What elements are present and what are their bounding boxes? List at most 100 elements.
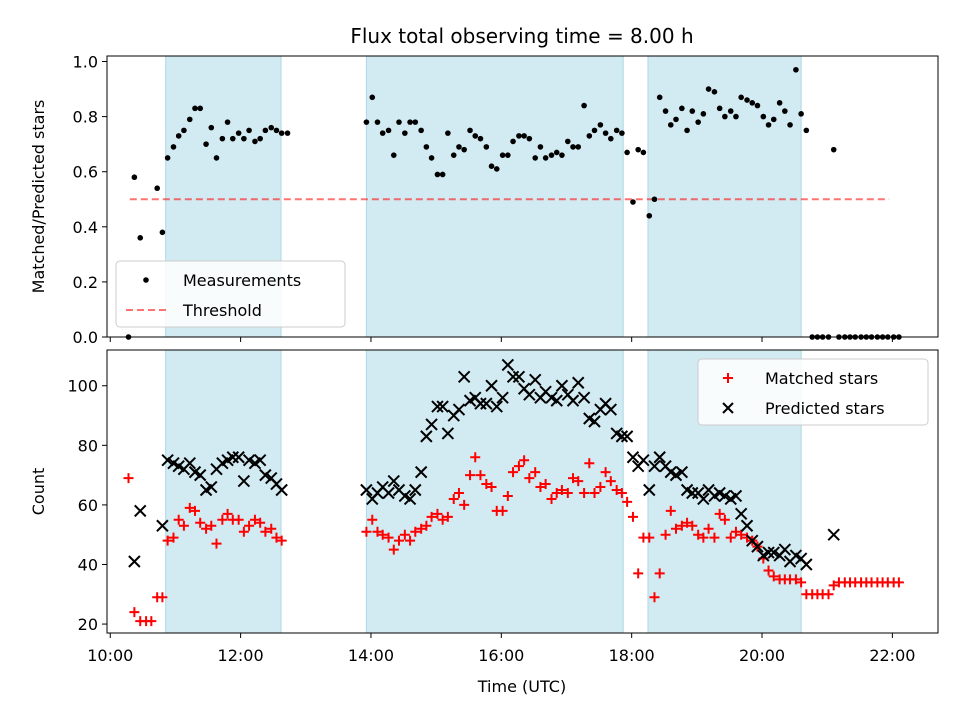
measurement-point [776,100,783,106]
matched-stars-point [600,467,611,478]
matched-stars-point [465,470,476,481]
measurement-point [651,196,658,203]
matched-stars-point [162,535,173,546]
matched-stars-point [497,505,508,516]
matched-stars-point [768,571,779,582]
predicted-stars-point [205,480,218,494]
measurement-point [749,100,756,106]
predicted-stars-point [480,397,493,410]
chart-title: Flux total observing time = 8.00 h [350,24,693,48]
measurement-point [711,89,718,95]
matched-stars-point [693,529,704,540]
matched-stars-point [459,499,470,510]
measurement-point [445,130,451,136]
predicted-stars-point [409,483,422,497]
measurement-point [564,138,571,145]
measurement-point [235,130,242,136]
matched-stars-point [573,476,584,487]
measurement-point [542,155,549,161]
matched-stars-point [271,532,282,543]
matched-stars-point [405,535,416,546]
measurement-point [656,94,663,101]
measurement-point [268,124,275,131]
counts-legend-label: Matched stars [765,369,878,388]
matched-stars-point [383,532,394,543]
predicted-stars-point [637,454,650,467]
matched-stars-point [709,532,720,543]
measurement-point [581,102,587,109]
measurement-point [646,212,653,219]
predicted-stars-point [604,403,618,416]
measurement-point [705,86,712,92]
matched-stars-point [508,467,519,478]
matched-stars-point [222,508,233,519]
x-tick-label: 22:00 [869,646,915,665]
matched-stars-point [201,523,212,534]
predicted-stars-point [577,391,591,404]
predicted-stars-point [653,451,666,464]
legend-matched-swatch [723,373,733,383]
matched-stars-point [823,589,834,600]
matched-stars-point [238,526,249,537]
ratio-legend [115,260,346,328]
measurement-point [407,119,413,125]
matched-stars-point [168,532,179,543]
measurement-point [186,116,193,123]
measurement-point [137,235,144,241]
legend-predicted-swatch [722,402,734,414]
matched-stars-point [546,493,557,504]
matched-stars-point [556,485,567,496]
measurement-point [477,135,484,142]
predicted-stars-point [156,519,169,532]
top-panel: 0.0 0.2 0.4 0.6 0.8 1.0 Matched/Predicted star… [29,53,939,347]
measurement-point [483,144,490,150]
measurement-point [273,127,280,134]
measurement-point [689,108,696,114]
predicted-stars-point [441,427,455,440]
measurement-point [570,144,576,150]
matched-stars-point [437,514,448,525]
matched-stars-point [129,607,140,618]
measurement-point [374,119,381,125]
counts-y-tick-label: 40 [78,555,98,574]
bottom-panel: 20 40 60 80 100 10:00 12:00 14:00 16:00 18:00 20:0… [29,349,939,665]
measurement-point [402,130,408,136]
matched-stars-point [388,544,399,555]
measurement-point [278,130,285,136]
predicted-stars-point [686,486,699,500]
predicted-stars-point [259,468,272,482]
measurement-point [246,127,252,134]
predicted-stars-point [436,400,449,413]
measurement-point [733,113,739,120]
predicted-stars-point [626,451,640,464]
ratio-y-tick-label: 0.0 [73,328,98,347]
measurement-point [164,155,171,161]
ratio-y-tick-label: 1.0 [73,53,98,72]
measurement-point [679,105,685,112]
measurement-point [793,66,799,73]
x-tick-label: 14:00 [348,646,394,665]
predicted-stars-point [485,379,498,392]
matched-stars-point [670,523,681,534]
measurement-point [532,155,539,161]
predicted-stars-point [387,474,400,488]
predicted-stars-point [253,454,267,467]
predicted-stars-point [226,451,239,464]
measurement-point [787,122,793,128]
ratio-shaded-interval [647,56,802,337]
measurement-point [559,152,565,158]
measurement-point [716,105,723,112]
predicted-stars-point [512,370,526,384]
measurement-point [262,127,269,134]
predicted-stars-point [506,370,520,384]
matched-stars-point [616,487,627,498]
measurement-point [782,108,788,114]
matched-stars-point [502,490,513,501]
measurement-point [363,119,370,125]
predicted-stars-point [729,489,743,503]
measurement-point [591,127,598,134]
matched-stars-point [184,502,195,513]
matched-stars-point [211,538,222,549]
matched-stars-point [736,529,747,540]
measurement-point [608,135,614,142]
